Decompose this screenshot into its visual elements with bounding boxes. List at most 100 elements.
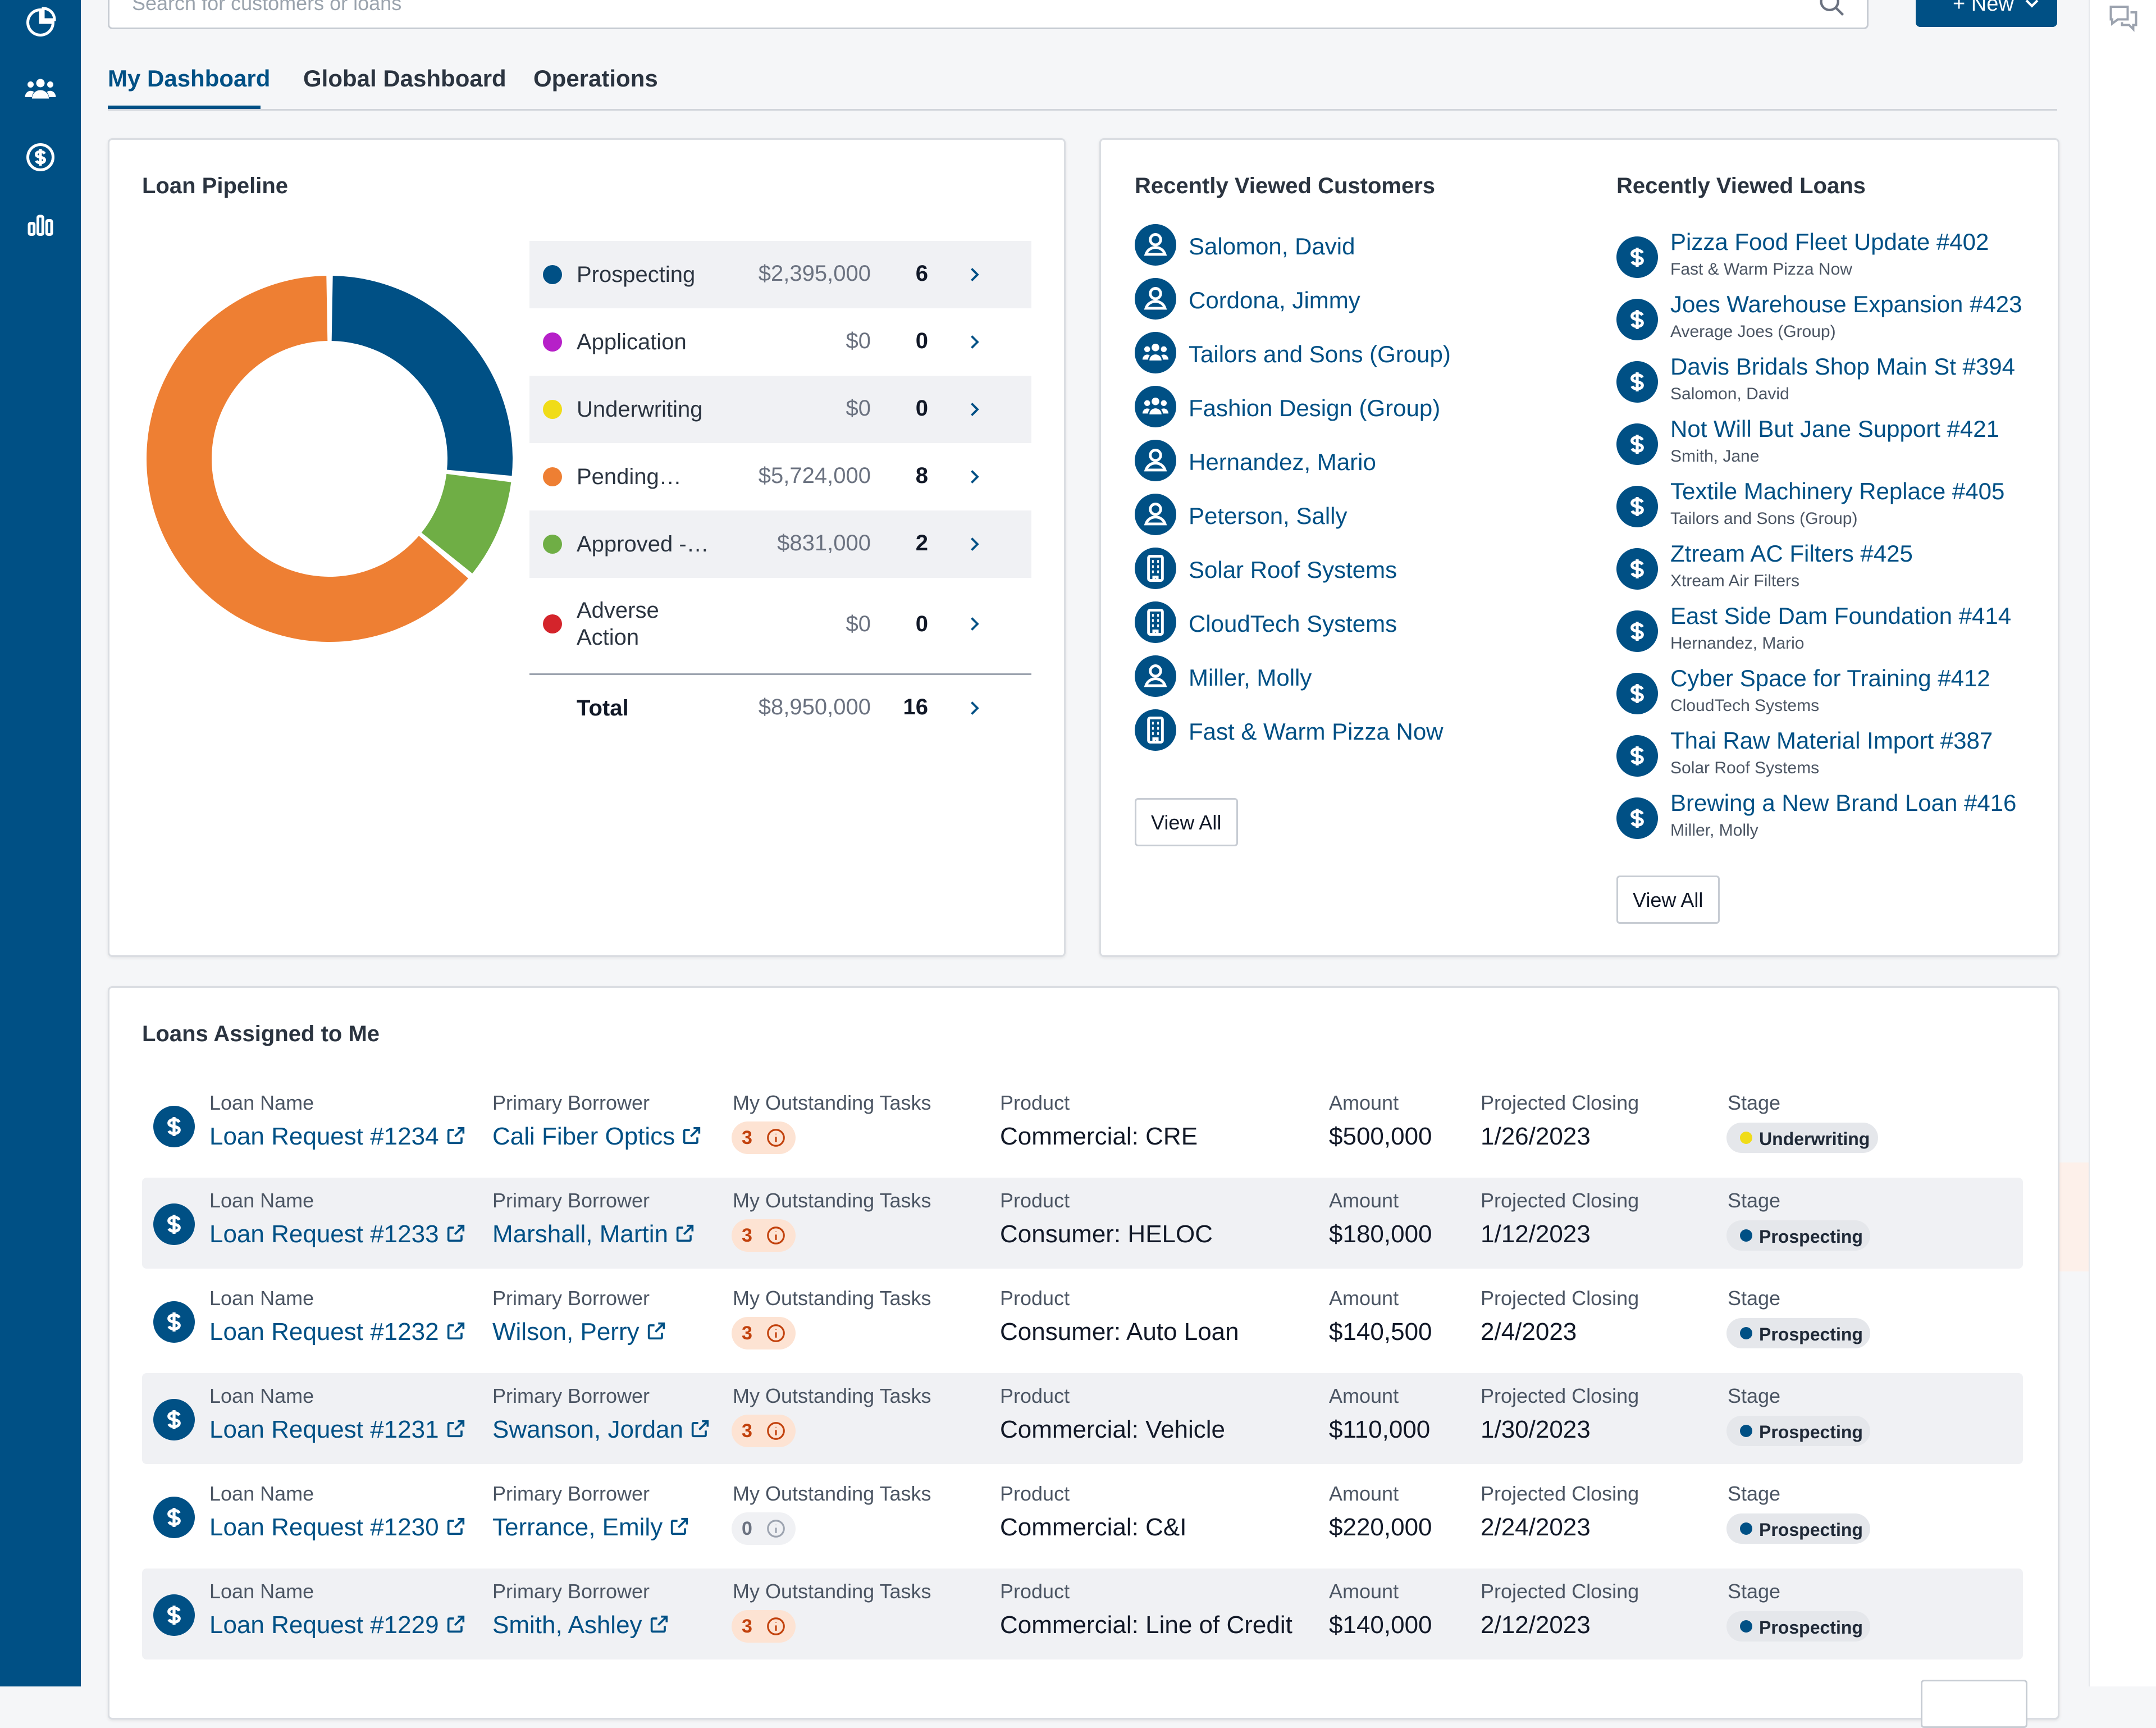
pipeline-row-application[interactable]: Application $0 0: [529, 308, 1031, 376]
tasks-badge[interactable]: 0: [732, 1512, 796, 1545]
loan-link[interactable]: Brewing a New Brand Loan #416 Miller, Mo…: [1616, 790, 2054, 846]
borrower-link[interactable]: Marshall, Martin: [492, 1220, 696, 1248]
closing-label: Projected Closing: [1481, 1482, 1639, 1505]
tasks-badge[interactable]: 3: [732, 1317, 796, 1349]
borrower-link[interactable]: Smith, Ashley: [492, 1611, 670, 1639]
donut-segment-approved[interactable]: [421, 473, 511, 574]
customer-link[interactable]: Tailors and Sons (Group): [1135, 332, 1584, 377]
loan-link[interactable]: Joes Warehouse Expansion #423 Average Jo…: [1616, 291, 2054, 347]
tasks-badge[interactable]: 3: [732, 1415, 796, 1447]
external-link-icon[interactable]: [648, 1613, 670, 1635]
external-link-icon[interactable]: [445, 1320, 467, 1342]
loan-link[interactable]: Pizza Food Fleet Update #402 Fast & Warm…: [1616, 229, 2054, 285]
customer-link[interactable]: CloudTech Systems: [1135, 601, 1584, 646]
view-all-loans-button[interactable]: View All: [1616, 876, 1720, 924]
loan-name-link[interactable]: Loan Request #1234: [209, 1123, 467, 1151]
borrower-link[interactable]: Swanson, Jordan: [492, 1416, 711, 1444]
dollar-icon: [1616, 299, 1658, 340]
assigned-loan-row[interactable]: Loan Name Loan Request #1234 Primary Borro…: [142, 1080, 2023, 1171]
loan-name-link[interactable]: Loan Request #1231: [209, 1416, 467, 1444]
loan-link[interactable]: Cyber Space for Training #412 CloudTech …: [1616, 665, 2054, 721]
stage-dot: [1740, 1522, 1752, 1535]
loan-name-label: Loan Name: [209, 1189, 314, 1212]
customer-link[interactable]: Cordona, Jimmy: [1135, 278, 1584, 323]
customer-link[interactable]: Fast & Warm Pizza Now: [1135, 709, 1584, 754]
external-link-icon[interactable]: [674, 1222, 696, 1244]
pipeline-row-approved[interactable]: Approved -… $831,000 2: [529, 510, 1031, 578]
pipeline-row-underwriting[interactable]: Underwriting $0 0: [529, 376, 1031, 443]
loans-icon[interactable]: [24, 140, 57, 174]
dollar-icon: [1616, 673, 1658, 714]
customers-icon[interactable]: [24, 72, 57, 106]
pipeline-row-total[interactable]: Total $8,950,000 16: [529, 676, 1031, 743]
customer-link[interactable]: Miller, Molly: [1135, 655, 1584, 700]
customer-link[interactable]: Hernandez, Mario: [1135, 440, 1584, 485]
chevron-right-icon[interactable]: [964, 265, 984, 285]
reports-icon[interactable]: [24, 208, 57, 241]
chevron-right-icon[interactable]: [964, 534, 984, 554]
loan-link[interactable]: Not Will But Jane Support #421 Smith, Ja…: [1616, 416, 2054, 472]
loan-name-link[interactable]: Loan Request #1233: [209, 1220, 467, 1248]
chevron-right-icon[interactable]: [964, 467, 984, 487]
tasks-badge[interactable]: 3: [732, 1121, 796, 1154]
tasks-badge[interactable]: 3: [732, 1219, 796, 1252]
dashboard-icon[interactable]: [24, 6, 57, 39]
chevron-right-icon[interactable]: [964, 332, 984, 352]
new-button[interactable]: + New: [1916, 0, 2057, 27]
tab-operations[interactable]: Operations: [533, 65, 658, 92]
external-link-icon[interactable]: [680, 1124, 703, 1147]
customer-link[interactable]: Peterson, Sally: [1135, 494, 1584, 539]
loan-link[interactable]: Textile Machinery Replace #405 Tailors a…: [1616, 478, 2054, 534]
assigned-loan-row[interactable]: Loan Name Loan Request #1233 Primary Borro…: [142, 1178, 2023, 1269]
loan-link[interactable]: Ztream AC Filters #425 Xtream Air Filter…: [1616, 540, 2054, 596]
tab-my-dashboard[interactable]: My Dashboard: [108, 65, 271, 92]
loan-name-link[interactable]: Loan Request #1232: [209, 1318, 467, 1346]
borrower-link[interactable]: Wilson, Perry: [492, 1318, 668, 1346]
external-link-icon[interactable]: [445, 1515, 467, 1538]
loan-link[interactable]: Davis Bridals Shop Main St #394 Salomon,…: [1616, 353, 2054, 409]
assigned-loan-row[interactable]: Loan Name Loan Request #1232 Primary Borro…: [142, 1275, 2023, 1366]
customer-link[interactable]: Solar Roof Systems: [1135, 548, 1584, 592]
external-link-icon[interactable]: [445, 1124, 467, 1147]
external-link-icon[interactable]: [645, 1320, 668, 1342]
loan-name-label: Loan Name: [209, 1091, 314, 1114]
chevron-right-icon[interactable]: [964, 614, 984, 634]
chevron-right-icon[interactable]: [964, 698, 984, 718]
donut-segment-prospecting[interactable]: [331, 276, 513, 476]
view-all-customers-button[interactable]: View All: [1135, 798, 1238, 846]
loan-name-link[interactable]: Loan Request #1229: [209, 1611, 467, 1639]
pipeline-row-prospecting[interactable]: Prospecting $2,395,000 6: [529, 241, 1031, 308]
info-icon: [767, 1422, 785, 1440]
customer-link[interactable]: Salomon, David: [1135, 224, 1584, 269]
assigned-loan-row[interactable]: Loan Name Loan Request #1231 Primary Borro…: [142, 1373, 2023, 1464]
borrower-link[interactable]: Terrance, Emily: [492, 1513, 691, 1542]
loan-customer: Hernandez, Mario: [1670, 634, 1805, 653]
external-link-icon[interactable]: [668, 1515, 691, 1538]
loan-link[interactable]: East Side Dam Foundation #414 Hernandez,…: [1616, 603, 2054, 659]
tab-global-dashboard[interactable]: Global Dashboard: [303, 65, 506, 92]
assigned-loan-row[interactable]: Loan Name Loan Request #1230 Primary Borro…: [142, 1471, 2023, 1562]
external-link-icon[interactable]: [445, 1222, 467, 1244]
view-all-assigned-button[interactable]: [1921, 1680, 2027, 1728]
search-bar[interactable]: Search for customers or loans: [108, 0, 1869, 29]
pipeline-row-adverse-action[interactable]: Adverse Action $0 0: [529, 578, 1031, 670]
chevron-right-icon[interactable]: [964, 399, 984, 420]
search-icon[interactable]: [1817, 0, 1847, 19]
stage-count: 0: [915, 396, 928, 421]
loan-name-link[interactable]: Loan Request #1230: [209, 1513, 467, 1542]
amount-value: $220,000: [1329, 1513, 1432, 1541]
pipeline-row-pending[interactable]: Pending… $5,724,000 8: [529, 443, 1031, 510]
legend-dot: [543, 614, 562, 633]
loan-link[interactable]: Thai Raw Material Import #387 Solar Roof…: [1616, 727, 2054, 783]
external-link-icon[interactable]: [445, 1417, 467, 1440]
customer-link[interactable]: Fashion Design (Group): [1135, 386, 1584, 431]
loan-name-text: Loan Request #1233: [209, 1220, 439, 1248]
borrower-link[interactable]: Cali Fiber Optics: [492, 1123, 703, 1151]
chat-icon[interactable]: [2107, 1, 2140, 35]
assigned-loan-row[interactable]: Loan Name Loan Request #1229 Primary Borro…: [142, 1569, 2023, 1659]
external-link-icon[interactable]: [689, 1417, 711, 1440]
donut-segment-pending[interactable]: [146, 276, 468, 642]
tasks-badge[interactable]: 3: [732, 1610, 796, 1643]
legend-dot: [543, 535, 562, 554]
external-link-icon[interactable]: [445, 1613, 467, 1635]
